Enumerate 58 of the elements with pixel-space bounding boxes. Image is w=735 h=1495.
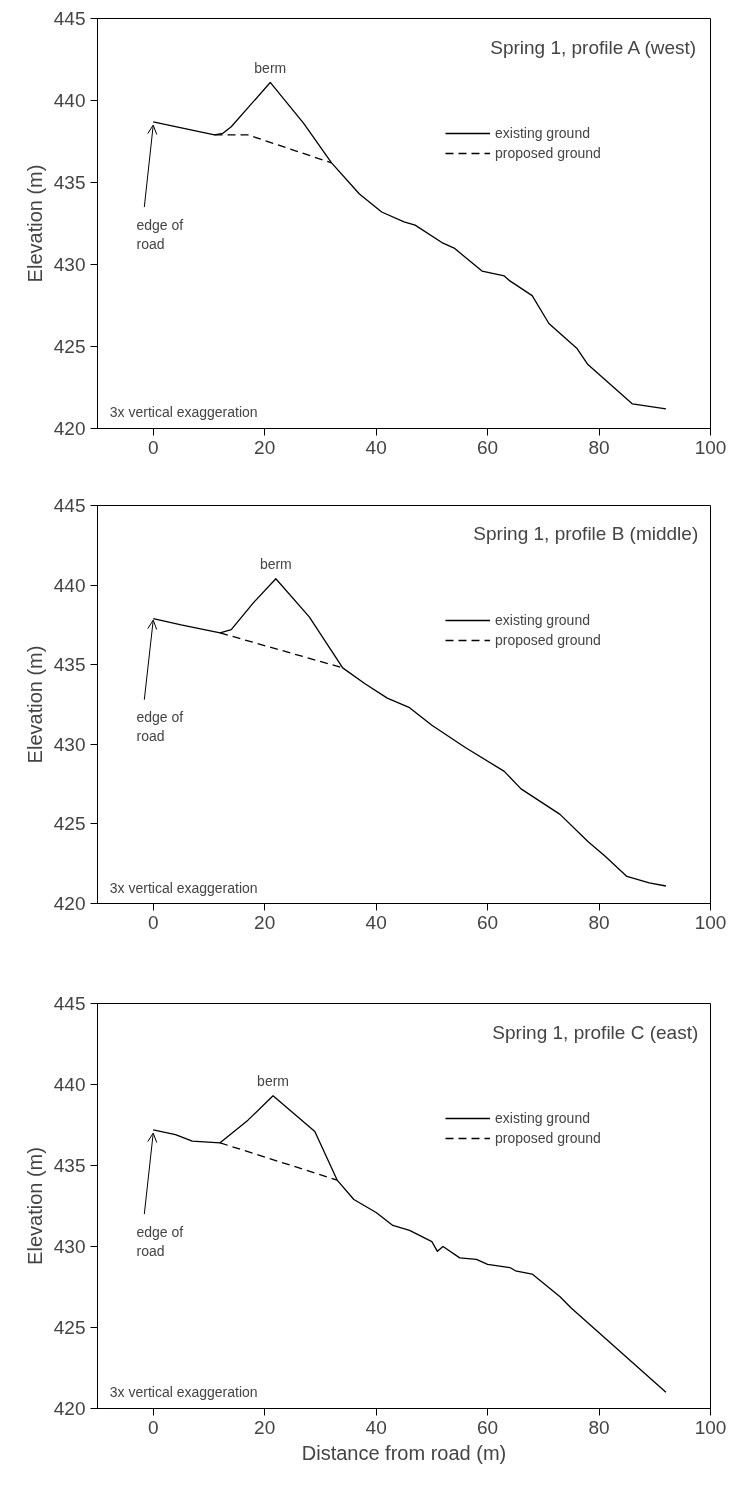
annotation: 3x vertical exaggeration [109,879,258,896]
annotation: edge of road [136,216,184,253]
x-tick-label: 100 [694,1416,727,1438]
annotation: berm [259,556,292,573]
x-tick-label: 100 [694,436,727,458]
y-axis-title: Elevation (m) [23,645,46,764]
x-tick-label: 20 [254,911,276,933]
y-tick-label: 420 [53,418,86,439]
y-tick-label: 440 [53,90,86,111]
x-axis-title: Distance from road (m) [301,1441,507,1464]
y-tick-label: 445 [53,495,86,516]
x-tick-label: 60 [477,1416,499,1438]
y-tick-label: 435 [53,1155,86,1176]
legend-label: proposed ground [495,632,601,648]
text: Spring 1, profile B (middle) [473,523,699,545]
x-tick-label: 20 [254,1416,276,1438]
annotation: berm [257,1073,289,1090]
y-tick-label: 430 [53,254,86,275]
x-tick-label: 40 [365,911,387,933]
x-tick-label: 80 [588,911,610,933]
x-tick-label: 80 [588,436,610,458]
text: Spring 1, profile C (east) [492,1021,699,1043]
legend-label: existing ground [495,125,590,141]
y-tick-label: 425 [53,813,86,835]
y-tick-label: 435 [53,172,86,193]
legend-label: proposed ground [495,145,601,161]
x-tick-label: 40 [365,1416,387,1438]
x-tick-label: 40 [365,436,387,458]
x-tick-label: 0 [147,436,159,458]
annotation: 3x vertical exaggeration [109,404,258,421]
text: Spring 1, profile A (west) [490,36,697,58]
y-tick-label: 445 [53,8,86,29]
y-tick-label: 440 [53,1074,86,1095]
legend-label: existing ground [495,1110,590,1126]
y-tick-label: 435 [53,654,86,676]
x-tick-label: 100 [694,911,727,933]
x-tick-label: 60 [477,436,499,458]
y-tick-label: 420 [53,893,86,914]
annotation: edge of road [136,1223,184,1260]
annotation: berm [254,59,287,76]
y-axis-title: Elevation (m) [23,164,46,283]
y-tick-label: 425 [53,1317,86,1338]
annotation: 3x vertical exaggeration [109,1384,258,1401]
x-tick-label: 80 [588,1416,610,1438]
y-tick-label: 420 [53,1398,86,1419]
y-tick-label: 445 [53,993,86,1014]
y-axis-title: Elevation (m) [23,1147,46,1265]
y-tick-label: 440 [53,574,86,596]
x-tick-label: 60 [477,911,499,933]
y-tick-label: 425 [53,336,86,357]
x-tick-label: 20 [254,436,276,458]
legend-label: proposed ground [495,1130,601,1146]
annotation: edge of road [136,709,184,745]
legend-label: existing ground [495,612,590,628]
x-tick-label: 0 [147,911,159,933]
y-tick-label: 430 [53,733,86,755]
y-tick-label: 430 [53,1236,86,1257]
x-tick-label: 0 [147,1416,159,1438]
